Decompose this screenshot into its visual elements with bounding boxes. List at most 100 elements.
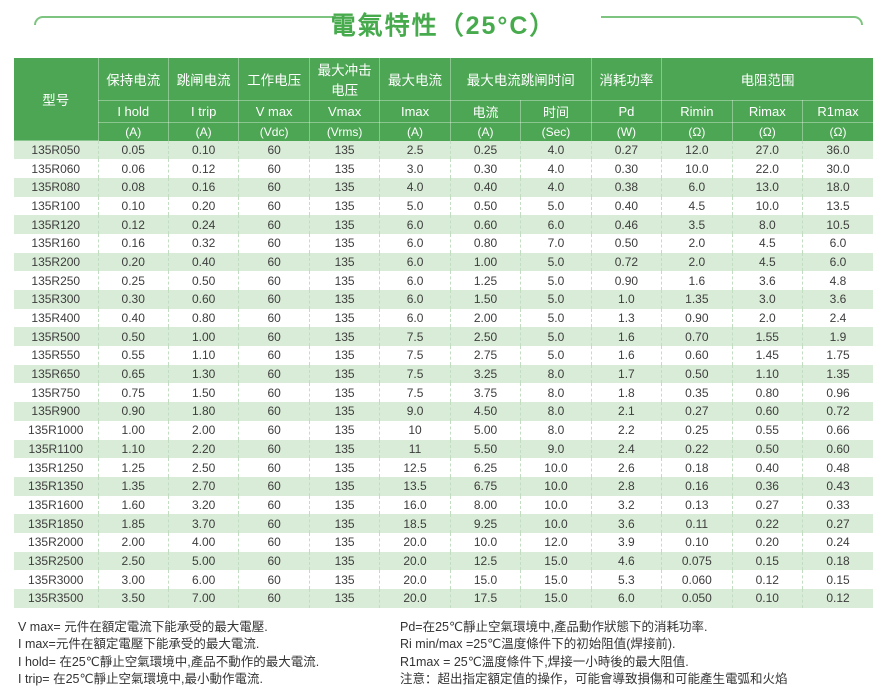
value-cell: 6.0 <box>379 252 451 272</box>
value-cell: 0.60 <box>731 402 803 421</box>
value-cell: 135 <box>308 177 380 197</box>
header-row-symbols: I hold I trip V max Vmax Imax 电流 时间 Pd R… <box>14 100 873 123</box>
value-cell: 10.5 <box>802 215 873 234</box>
value-cell: 0.90 <box>97 402 169 421</box>
value-cell: 135 <box>308 551 380 571</box>
table-row: 135R1850 1.85 3.70 60 135 18.5 9.25 10.0 3.6 0.11… <box>14 514 873 533</box>
value-cell: 60 <box>238 589 310 608</box>
value-cell: 1.50 <box>449 290 521 309</box>
value-cell: 135 <box>308 514 380 533</box>
table-row: 135R400 0.40 0.80 60 135 6.0 2.00 5.0 1.3 0.90 2.0… <box>14 308 873 328</box>
note-line: I max=元件在額定電壓下能承受的最大電流. <box>18 637 260 652</box>
table-row: 135R200 0.20 0.40 60 135 6.0 1.00 5.0 0.72 2.0 4.5… <box>14 252 873 272</box>
value-cell: 0.15 <box>802 570 873 589</box>
header-vmax-rms-symbol: Vmax <box>308 100 381 123</box>
value-cell: 10.0 <box>520 495 592 515</box>
table-row: 135R1350 1.35 2.70 60 135 13.5 6.75 10.0 2.8 0.16… <box>14 476 873 496</box>
value-cell: 60 <box>238 458 310 477</box>
value-cell: 60 <box>238 177 310 197</box>
value-cell: 60 <box>238 514 310 533</box>
value-cell: 4.50 <box>449 402 521 421</box>
value-cell: 135 <box>308 215 380 234</box>
value-cell: 2.00 <box>97 532 169 552</box>
value-cell: 0.46 <box>590 215 662 234</box>
value-cell: 2.6 <box>590 458 662 477</box>
table-row: 135R080 0.08 0.16 60 135 4.0 0.40 4.0 0.38 6.0 13.… <box>14 177 873 197</box>
value-cell: 8.0 <box>520 364 592 384</box>
value-cell: 20.0 <box>379 551 451 571</box>
value-cell: 60 <box>238 495 310 515</box>
value-cell: 1.0 <box>590 290 662 309</box>
note-line: 注意：超出指定額定值的操作，可能會導致損傷和可能產生電弧和火焰 <box>400 672 788 687</box>
unit-vmax-rms: (Vrms) <box>308 122 381 141</box>
value-cell: 5.0 <box>520 196 592 216</box>
value-cell: 10.0 <box>520 476 592 496</box>
value-cell: 60 <box>238 383 310 403</box>
value-cell: 7.5 <box>379 383 451 403</box>
value-cell: 1.85 <box>97 514 169 533</box>
value-cell: 135 <box>308 290 380 309</box>
table-row: 135R3500 3.50 7.00 60 135 20.0 17.5 15.0 6.0 0.05… <box>14 589 873 608</box>
header-itrip-symbol: I trip <box>167 100 240 123</box>
model-cell: 135R1850 <box>28 516 84 531</box>
value-cell: 10 <box>379 420 451 440</box>
unit-itrip: (A) <box>167 122 240 141</box>
value-cell: 0.36 <box>731 476 803 496</box>
value-cell: 1.8 <box>590 383 662 403</box>
value-cell: 5.0 <box>520 290 592 309</box>
value-cell: 10.0 <box>449 532 521 552</box>
value-cell: 1.25 <box>97 458 169 477</box>
model-cell: 135R1000 <box>28 423 84 438</box>
value-cell: 2.5 <box>379 140 451 160</box>
footnotes-right: Pd=在25℃靜止空氣環境中,產品動作狀態下的消耗功率. Ri min/max =… <box>400 619 869 689</box>
value-cell: 2.0 <box>661 233 733 253</box>
header-max-surge-voltage: 最大冲击电压 <box>308 58 381 101</box>
header-hold-current: 保持电流 <box>97 58 169 101</box>
header-row-names: 型号 保持电流 跳闸电流 工作电压 最大冲击电压 最大电流 最大电流跳闸时间 消… <box>14 58 873 141</box>
value-cell: 2.8 <box>590 476 662 496</box>
model-cell: 135R060 <box>31 161 81 176</box>
value-cell: 1.35 <box>97 476 169 496</box>
value-cell: 2.4 <box>802 308 873 328</box>
value-cell: 18.0 <box>802 177 873 197</box>
model-cell: 135R080 <box>31 180 81 195</box>
value-cell: 60 <box>238 308 310 328</box>
value-cell: 60 <box>238 439 310 459</box>
value-cell: 1.25 <box>449 271 521 290</box>
value-cell: 0.10 <box>661 532 733 552</box>
value-cell: 9.0 <box>379 402 451 421</box>
table-row: 135R250 0.25 0.50 60 135 6.0 1.25 5.0 0.90 1.6 3.6… <box>14 271 873 290</box>
note-line: I hold= 在25℃靜止空氣環境中,產品不動作的最大電流. <box>18 654 320 669</box>
value-cell: 0.40 <box>97 308 169 328</box>
table-header: 型号 保持电流 跳闸电流 工作电压 最大冲击电压 最大电流 最大电流跳闸时间 消… <box>14 58 873 141</box>
value-cell: 0.27 <box>661 402 733 421</box>
model-cell: 135R1350 <box>28 479 84 494</box>
value-cell: 0.22 <box>731 514 803 533</box>
table-row: 135R120 0.12 0.24 60 135 6.0 0.60 6.0 0.46 3.5 8.0… <box>14 215 873 234</box>
value-cell: 4.8 <box>802 271 873 290</box>
value-cell: 60 <box>238 233 310 253</box>
value-cell: 60 <box>238 290 310 309</box>
value-cell: 0.40 <box>731 458 803 477</box>
table-row: 135R550 0.55 1.10 60 135 7.5 2.75 5.0 1.6 0.60 1.4… <box>14 346 873 365</box>
value-cell: 3.0 <box>731 290 803 309</box>
value-cell: 0.55 <box>731 420 803 440</box>
header-rimin-symbol: Rimin <box>661 100 733 123</box>
value-cell: 10.0 <box>731 196 803 216</box>
value-cell: 135 <box>308 233 380 253</box>
value-cell: 9.0 <box>520 439 592 459</box>
value-cell: 60 <box>238 196 310 216</box>
value-cell: 4.0 <box>520 177 592 197</box>
header-row-units: (A) (A) (Vdc) (Vrms) (A) (A) (Sec) (W) (… <box>14 122 873 141</box>
value-cell: 0.18 <box>802 551 873 571</box>
value-cell: 1.35 <box>661 290 733 309</box>
value-cell: 0.18 <box>661 458 733 477</box>
value-cell: 0.50 <box>661 364 733 384</box>
value-cell: 60 <box>238 570 310 589</box>
value-cell: 15.0 <box>520 570 592 589</box>
value-cell: 8.0 <box>520 420 592 440</box>
value-cell: 0.72 <box>802 402 873 421</box>
value-cell: 0.06 <box>97 159 169 178</box>
value-cell: 13.5 <box>379 476 451 496</box>
unit-pd: (W) <box>590 122 663 141</box>
